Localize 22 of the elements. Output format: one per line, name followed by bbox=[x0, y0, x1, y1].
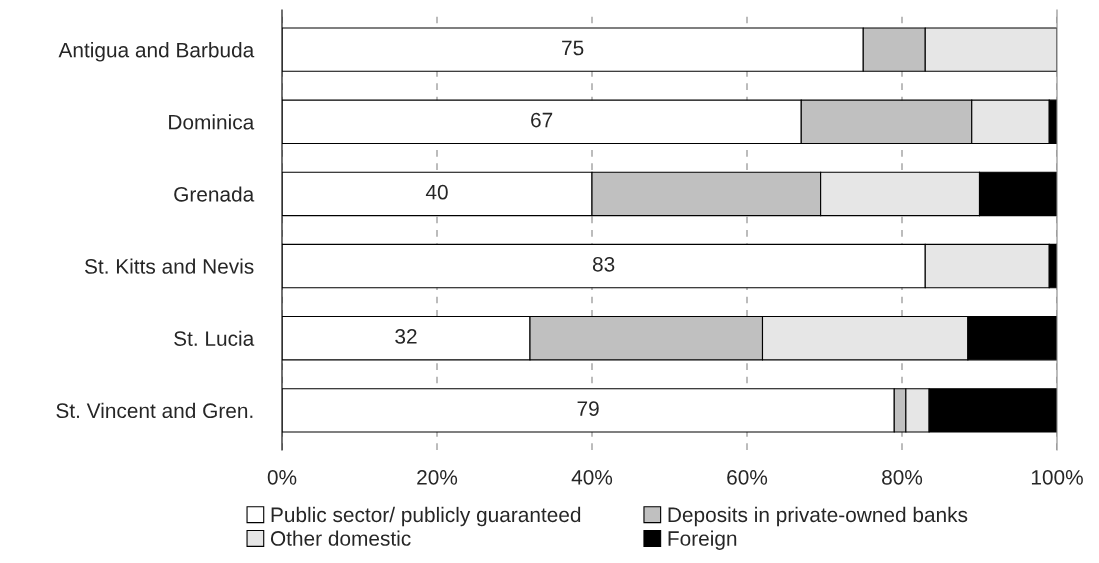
x-tick-label: 60% bbox=[727, 469, 768, 485]
y-tick-label: St. Vincent and Gren. bbox=[56, 402, 253, 419]
x-tick-label: 80% bbox=[882, 469, 923, 485]
y-tick-label: Grenada bbox=[174, 186, 255, 202]
y-tick-label: Antigua and Barbuda bbox=[58, 42, 255, 62]
legend-label: Deposits in private-owned banks bbox=[668, 506, 968, 527]
y-tick-label: St. Kitts and Nevis bbox=[84, 258, 254, 274]
data-label: 75 bbox=[562, 40, 584, 56]
legend-label: Foreign bbox=[668, 530, 737, 550]
x-tick-label: 40% bbox=[571, 469, 613, 485]
legend-label: Other domestic bbox=[270, 530, 411, 546]
data-label: 40 bbox=[425, 184, 448, 200]
legend-label: Public sector/ publicly guaranteed bbox=[271, 506, 581, 527]
data-label: 83 bbox=[592, 256, 615, 272]
data-label: 67 bbox=[531, 112, 553, 128]
x-tick-label: 100% bbox=[1031, 469, 1083, 485]
data-label: 32 bbox=[395, 329, 417, 344]
y-tick-label: Dominica bbox=[169, 114, 255, 130]
x-tick-label: 20% bbox=[417, 469, 458, 485]
y-tick-label: St. Lucia bbox=[174, 330, 255, 346]
data-label: 79 bbox=[577, 401, 599, 416]
x-tick-label: 0% bbox=[267, 469, 297, 485]
